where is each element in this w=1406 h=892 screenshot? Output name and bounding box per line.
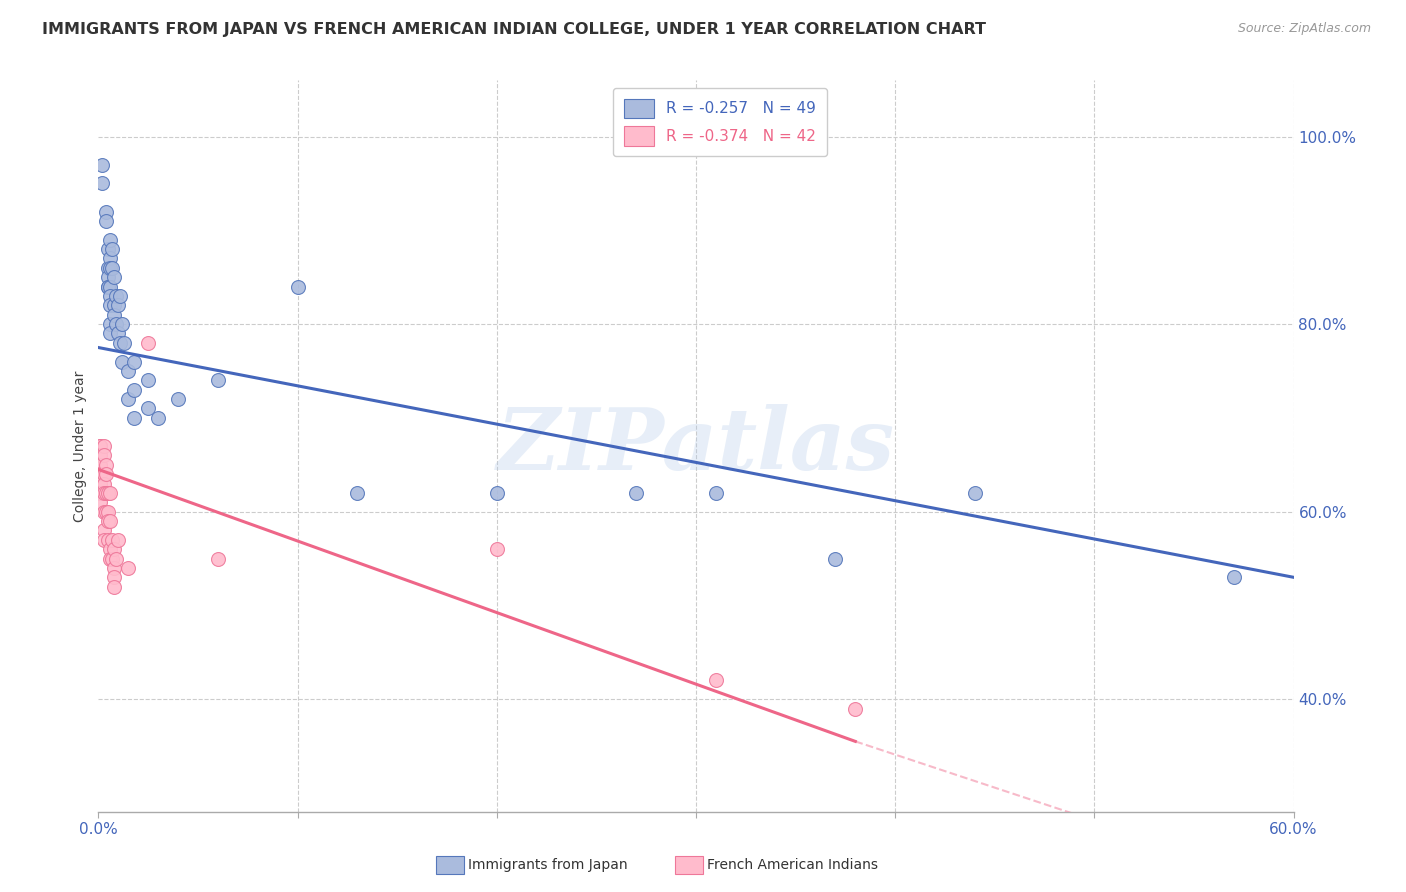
- Point: [89, 467, 111, 482]
- Point: [89, 439, 111, 453]
- Point: [100, 486, 122, 500]
- Point: [485, 542, 508, 557]
- Point: [100, 260, 122, 275]
- Point: [93, 449, 115, 463]
- Point: [96, 467, 118, 482]
- Point: [110, 289, 132, 303]
- Point: [93, 476, 115, 491]
- Point: [485, 486, 508, 500]
- Text: French American Indians: French American Indians: [707, 858, 879, 872]
- Point: [124, 354, 146, 368]
- Point: [96, 214, 118, 228]
- Point: [89, 458, 111, 472]
- Point: [105, 551, 128, 566]
- Point: [103, 580, 125, 594]
- Point: [91, 158, 114, 172]
- Point: [110, 335, 132, 350]
- Point: [1222, 570, 1246, 584]
- Point: [107, 298, 129, 312]
- Point: [124, 383, 146, 397]
- Point: [101, 242, 124, 256]
- Point: [963, 486, 986, 500]
- Point: [112, 335, 135, 350]
- Point: [97, 242, 120, 256]
- Point: [89, 439, 111, 453]
- Point: [107, 533, 129, 547]
- Point: [824, 551, 846, 566]
- Point: [100, 252, 122, 266]
- Text: IMMIGRANTS FROM JAPAN VS FRENCH AMERICAN INDIAN COLLEGE, UNDER 1 YEAR CORRELATIO: IMMIGRANTS FROM JAPAN VS FRENCH AMERICAN…: [42, 22, 986, 37]
- Point: [100, 233, 122, 247]
- Point: [111, 354, 134, 368]
- Point: [89, 449, 111, 463]
- Point: [704, 673, 727, 688]
- Point: [97, 279, 120, 293]
- Y-axis label: College, Under 1 year: College, Under 1 year: [73, 370, 87, 522]
- Point: [136, 373, 159, 387]
- Point: [100, 542, 122, 557]
- Point: [704, 486, 727, 500]
- Point: [103, 542, 125, 557]
- Point: [96, 486, 118, 500]
- Point: [100, 326, 122, 341]
- Point: [103, 298, 125, 312]
- Text: Immigrants from Japan: Immigrants from Japan: [468, 858, 628, 872]
- Point: [105, 317, 128, 331]
- Point: [117, 364, 139, 378]
- Text: Source: ZipAtlas.com: Source: ZipAtlas.com: [1237, 22, 1371, 36]
- Point: [844, 701, 866, 715]
- Point: [91, 177, 114, 191]
- Point: [93, 467, 115, 482]
- Point: [93, 524, 115, 538]
- Point: [117, 561, 139, 575]
- Point: [97, 514, 120, 528]
- Point: [136, 335, 159, 350]
- Point: [97, 505, 120, 519]
- Point: [100, 514, 122, 528]
- Point: [93, 486, 115, 500]
- Point: [96, 505, 118, 519]
- Point: [101, 260, 124, 275]
- Point: [103, 308, 125, 322]
- Point: [103, 561, 125, 575]
- Point: [96, 458, 118, 472]
- Point: [107, 326, 129, 341]
- Point: [207, 551, 229, 566]
- Point: [97, 270, 120, 285]
- Point: [89, 486, 111, 500]
- Legend: R = -0.257   N = 49, R = -0.374   N = 42: R = -0.257 N = 49, R = -0.374 N = 42: [613, 88, 827, 156]
- Point: [111, 317, 134, 331]
- Point: [97, 260, 120, 275]
- Point: [93, 439, 115, 453]
- Point: [100, 317, 122, 331]
- Point: [105, 289, 128, 303]
- Point: [100, 279, 122, 293]
- Point: [207, 373, 229, 387]
- Point: [89, 476, 111, 491]
- Point: [626, 486, 648, 500]
- Point: [148, 410, 170, 425]
- Point: [117, 392, 139, 406]
- Point: [287, 279, 309, 293]
- Point: [97, 533, 120, 547]
- Text: ZIPatlas: ZIPatlas: [496, 404, 896, 488]
- Point: [103, 570, 125, 584]
- Point: [89, 495, 111, 509]
- Point: [346, 486, 368, 500]
- Point: [97, 279, 120, 293]
- Point: [93, 505, 115, 519]
- Point: [101, 551, 124, 566]
- Point: [103, 270, 125, 285]
- Point: [167, 392, 190, 406]
- Point: [124, 410, 146, 425]
- Point: [97, 486, 120, 500]
- Point: [100, 551, 122, 566]
- Point: [93, 533, 115, 547]
- Point: [136, 401, 159, 416]
- Point: [100, 289, 122, 303]
- Point: [96, 204, 118, 219]
- Point: [101, 533, 124, 547]
- Point: [100, 298, 122, 312]
